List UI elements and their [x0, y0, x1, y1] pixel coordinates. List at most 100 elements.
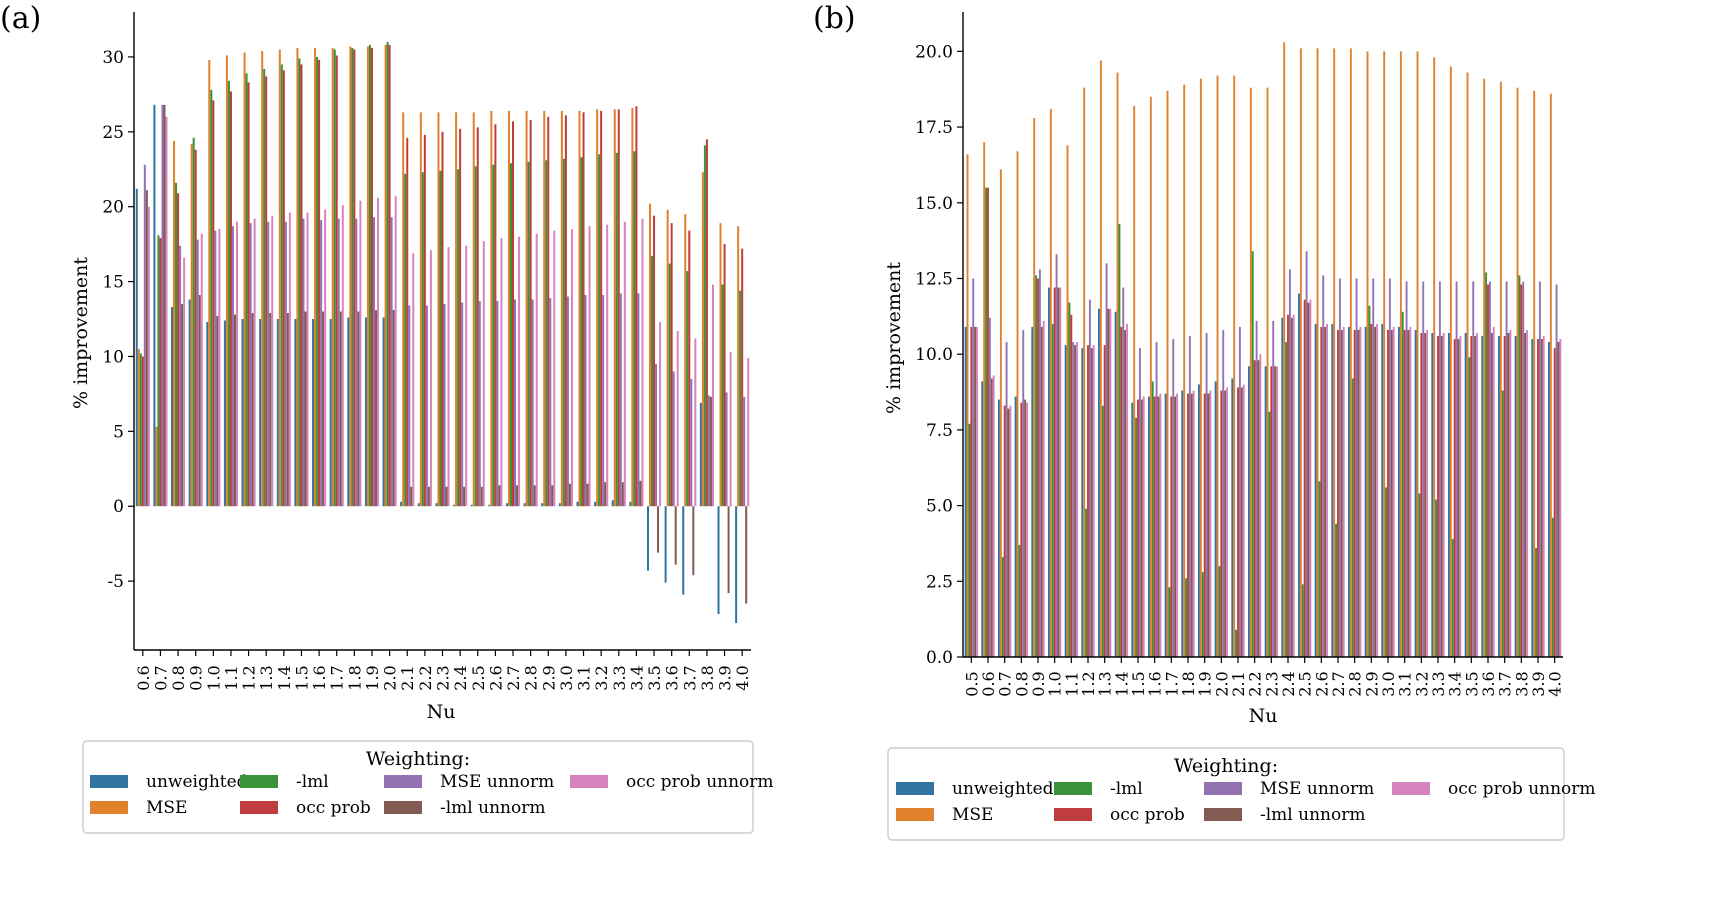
panel-a-x-tick-label: 0.9: [187, 665, 206, 690]
panel-b-y-tick-label: 2.5: [926, 572, 953, 592]
panel-a-x-tick-label: 3.5: [645, 665, 664, 690]
panel-a-bar-unweighted-3.9: [717, 506, 720, 615]
panel-a-bar-mse-1.4: [278, 49, 281, 507]
panel-b-legend-swatch-occ-prob-unnorm: [1392, 782, 1430, 795]
panel-a-bar-occ-prob-2.4: [459, 128, 462, 507]
panel-b-bar-lml-3.6: [1485, 272, 1488, 657]
panel-b-bar-occ-prob-2.2: [1253, 360, 1256, 657]
panel-a-x-tick-label: 1.9: [363, 665, 382, 690]
panel-a-bar-unweighted-2.1: [400, 501, 403, 507]
panel-b-bar-unweighted-2.5: [1298, 293, 1300, 657]
panel-a-bar-mse-unnorm-3.0: [566, 296, 569, 507]
panel-b-bar-mse-unnorm-3.0: [1388, 278, 1391, 657]
panel-a-x-tick-label: 3.9: [716, 665, 735, 690]
panel-a-bar-mse-unnorm-2.0: [390, 217, 393, 507]
panel-a-bar-mse-2.8: [525, 110, 528, 507]
panel-b-bar-occ-prob-3.5: [1470, 336, 1473, 657]
panel-b-bar-mse-unnorm-1.6: [1155, 342, 1158, 657]
panel-b-x-axis-label: Nu: [1249, 705, 1278, 727]
panel-b-bar-mse-1.4: [1116, 72, 1119, 657]
panel-b-bar-unweighted-3.2: [1414, 329, 1417, 657]
panel-b-x-tick-label: 2.1: [1229, 671, 1248, 696]
panel-a-bar-occ-prob-1.8: [353, 49, 356, 507]
panel-a-bar-occ-prob-1.1: [229, 91, 232, 507]
panel-b-bar-mse-unnorm-2.9: [1372, 278, 1375, 657]
panel-a-bar-mse-2.7: [507, 110, 510, 507]
panel-b-bar-mse-0.5: [966, 154, 969, 657]
panel-a-bar-lml-1.2: [245, 73, 248, 507]
panel-a-bar-unweighted-1.0: [206, 322, 209, 507]
panel-b-bar-lml-unnorm-1.4: [1124, 329, 1127, 657]
panel-a-x-tick-label: 1.2: [240, 665, 259, 690]
panel-a-bar-unweighted-1.5: [294, 319, 297, 507]
panel-b-bar-mse-0.8: [1016, 151, 1019, 658]
panel-a-bar-unweighted-3.8: [699, 402, 702, 507]
panel-b-bar-occ-prob-unnorm-3.4: [1459, 336, 1462, 657]
panel-b-bar-occ-prob-unnorm-0.5: [976, 326, 978, 657]
panel-b-bar-mse-unnorm-2.1: [1238, 326, 1241, 657]
panel-a-chart: (a) -50510152025300.60.70.80.91.01.11.21…: [0, 1, 774, 834]
panel-b-x-tick-label: 3.2: [1412, 671, 1431, 696]
panel-a-bar-mse-unnorm-3.5: [655, 363, 658, 507]
panel-a-bar-lml-2.5: [474, 166, 477, 507]
panel-b-bar-mse-unnorm-2.4: [1288, 269, 1291, 657]
panel-b-x-tick-label: 2.9: [1362, 671, 1381, 696]
panel-b-bar-mse-unnorm-2.3: [1272, 320, 1275, 657]
panel-a-bar-occ-prob-1.6: [318, 59, 321, 507]
panel-a-bar-mse-unnorm-1.3: [267, 221, 270, 507]
panel-b-bar-lml-unnorm-0.9: [1040, 326, 1043, 657]
panel-b-bar-mse-unnorm-0.7: [1005, 342, 1008, 657]
panel-b-y-axis-label: % improvement: [883, 262, 905, 414]
panel-a-bar-unweighted-0.6: [135, 188, 138, 507]
panel-a-bar-lml-1.4: [280, 64, 283, 507]
panel-b-x-tick-label: 1.6: [1146, 671, 1165, 696]
panel-b-bar-unweighted-0.5: [964, 326, 967, 657]
panel-a-bar-lml-2.8: [527, 161, 530, 507]
panel-a-bar-unweighted-2.6: [488, 504, 491, 507]
panel-b-bar-lml-1.7: [1168, 587, 1171, 657]
panel-a-x-tick-label: 4.0: [733, 665, 752, 690]
panel-b-bar-unweighted-3.3: [1431, 332, 1434, 657]
panel-b-y-tick-label: 7.5: [926, 421, 953, 441]
panel-a-bar-lml-unnorm-1.3: [269, 313, 272, 507]
panel-a-bar-lml-unnorm-0.9: [198, 295, 201, 507]
panel-b-bar-lml-unnorm-0.5: [974, 326, 977, 657]
panel-b-bar-occ-prob-0.6: [987, 187, 989, 657]
panel-b-x-tick-label: 3.4: [1446, 671, 1465, 696]
panel-b-bar-occ-prob-unnorm-1.2: [1092, 345, 1095, 657]
panel-b-x-tick-label: 1.9: [1196, 671, 1215, 696]
panel-b-bar-occ-prob-2.7: [1337, 329, 1339, 657]
panel-b-bar-lml-3.5: [1468, 357, 1471, 657]
panel-a-bar-mse-unnorm-0.7: [161, 104, 164, 507]
panel-b-bar-lml-1.5: [1135, 417, 1138, 657]
panel-b-bar-lml-2.2: [1251, 251, 1254, 658]
panel-b-label: (b): [813, 1, 856, 36]
panel-a-x-tick-label: 1.1: [222, 665, 241, 690]
panel-a-bar-occ-prob-unnorm-3.6: [676, 331, 679, 507]
panel-a-bar-lml-0.8: [175, 182, 178, 507]
panel-a-bar-mse-1.0: [208, 59, 211, 507]
panel-a-x-tick-label: 1.5: [292, 665, 311, 690]
panel-a-bar-mse-unnorm-2.4: [461, 302, 464, 507]
panel-b-bar-unweighted-2.7: [1331, 323, 1334, 657]
panel-a-bar-mse-unnorm-3.3: [619, 293, 622, 507]
panel-a-bar-lml-0.7: [157, 235, 160, 507]
panel-b-bar-lml-1.2: [1085, 508, 1088, 657]
panel-b-bar-lml-1.9: [1201, 572, 1204, 657]
panel-b-bar-lml-1.1: [1068, 302, 1071, 657]
panel-b-legend-title: Weighting:: [1174, 755, 1278, 777]
panel-b-bar-mse-3.0: [1383, 51, 1386, 658]
panel-b-bar-lml-0.8: [1018, 544, 1021, 657]
panel-a-bar-occ-prob-2.5: [476, 127, 479, 507]
panel-b-bar-occ-prob-unnorm-3.0: [1392, 326, 1395, 657]
panel-a-bar-mse-1.9: [366, 46, 369, 507]
panel-b-bar-occ-prob-3.0: [1387, 329, 1389, 657]
panel-a-x-tick-label: 2.3: [434, 665, 453, 690]
panel-b-legend-swatch-mse-unnorm: [1204, 782, 1242, 795]
panel-b-bar-lml-2.4: [1285, 342, 1288, 657]
panel-b-bar-lml-unnorm-1.6: [1157, 396, 1160, 657]
panel-b-bar-occ-prob-1.6: [1153, 396, 1156, 657]
panel-a-bar-mse-3.1: [578, 110, 581, 507]
panel-a-bar-lml-unnorm-1.1: [233, 314, 236, 507]
panel-a-bar-mse-3.4: [631, 107, 634, 507]
